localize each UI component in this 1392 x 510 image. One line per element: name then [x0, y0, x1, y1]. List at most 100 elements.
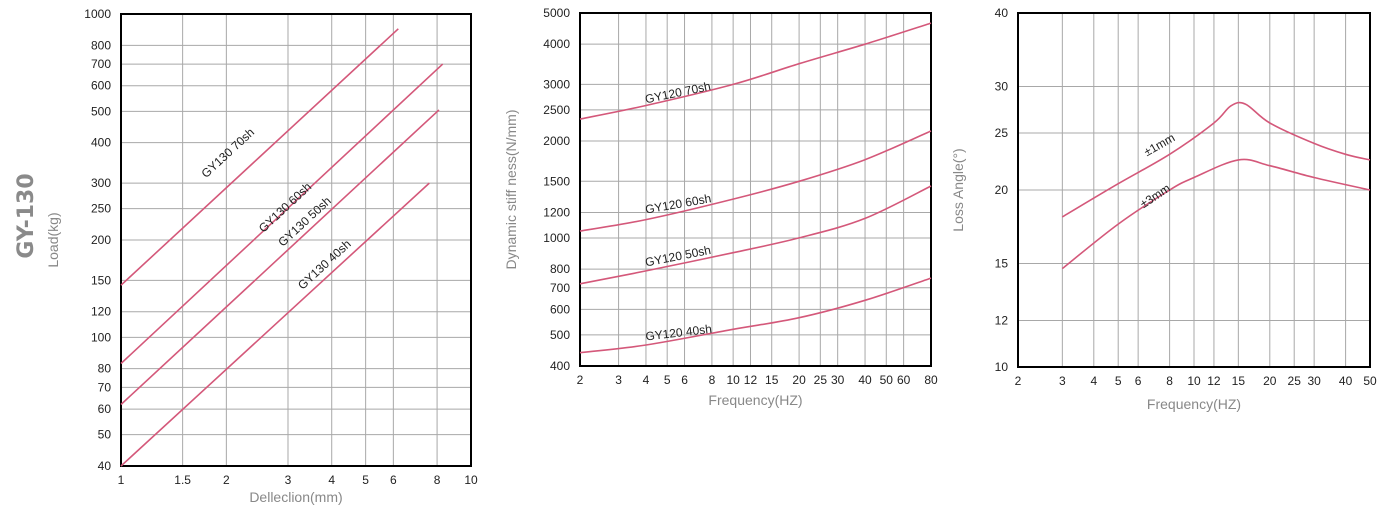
loss-angle-chart: 2 3 4 5 6 8 10 12 15 20 25 30 40 50 10 12 15 20 25 30 40 ±1mm…	[950, 6, 1377, 412]
plot-frame	[120, 13, 472, 467]
x-tick-label: 12	[744, 373, 758, 387]
x-tick-label: 2	[1015, 374, 1022, 388]
series-line-1	[579, 130, 932, 232]
x-tick-label: 4	[643, 373, 650, 387]
x-tick-label: 20	[792, 373, 806, 387]
y-tick-label: 800	[91, 38, 111, 52]
y-tick-label: 500	[550, 328, 570, 342]
x-tick-label: 20	[1263, 374, 1277, 388]
y-axis-label: Loss Angle(°)	[950, 148, 966, 231]
series-line-2	[120, 109, 440, 406]
y-tick-label: 500	[91, 104, 111, 118]
curve-label: GY130 40sh	[295, 237, 354, 292]
y-axis-label: Dynamic stiff ness(N/mm)	[503, 110, 519, 270]
x-tick-label: 2	[577, 373, 584, 387]
y-tick-label: 3000	[543, 77, 570, 91]
y-tick-label: 250	[91, 202, 111, 216]
series-line-2	[579, 185, 932, 285]
x-tick-label: 4	[328, 473, 335, 487]
load-deflection-chart: 1 1.5 2 3 4 5 6 8 10 40 50 60 70 80 100 120 150 200 250 300…	[45, 7, 478, 505]
curve-label: GY120 50sh	[644, 243, 712, 270]
x-tick-label: 1	[118, 473, 125, 487]
y-tick-label: 600	[550, 302, 570, 316]
y-tick-label: 80	[98, 362, 112, 376]
plot-frame	[579, 12, 932, 367]
x-tick-label: 50	[880, 373, 894, 387]
y-tick-label: 400	[91, 136, 111, 150]
x-tick-label: 3	[1059, 374, 1066, 388]
x-tick-label: 5	[1115, 374, 1122, 388]
x-axis-label: Delleclion(mm)	[249, 489, 342, 505]
y-tick-label: 1000	[543, 231, 570, 245]
y-tick-label: 10	[995, 360, 1009, 374]
x-tick-label: 12	[1207, 374, 1221, 388]
y-tick-label: 150	[91, 273, 111, 287]
x-tick-label: 10	[464, 473, 478, 487]
x-tick-label: 60	[897, 373, 911, 387]
x-tick-label: 80	[924, 373, 938, 387]
x-tick-label: 40	[1339, 374, 1353, 388]
x-tick-label: 5	[664, 373, 671, 387]
x-tick-label: 40	[858, 373, 872, 387]
y-tick-label: 2500	[543, 103, 570, 117]
curve-label: ±1mm	[1141, 130, 1177, 159]
y-tick-label: 5000	[543, 6, 570, 20]
x-tick-label: 3	[615, 373, 622, 387]
side-title: GY-130	[14, 173, 39, 258]
y-tick-label: 2000	[543, 134, 570, 148]
y-tick-label: 20	[995, 183, 1009, 197]
y-tick-label: 600	[91, 79, 111, 93]
dynamic-stiffness-chart: 2 3 4 5 6 8 10 12 15 20 25 30 40 50 60 80 400 500 600 700 80…	[503, 6, 938, 408]
curve-label: GY130 70sh	[199, 125, 258, 181]
series-line-0	[579, 22, 932, 120]
x-tick-label: 30	[1307, 374, 1321, 388]
x-tick-label: 1.5	[174, 473, 191, 487]
y-tick-label: 100	[91, 330, 111, 344]
series-line-0	[1061, 101, 1371, 218]
x-tick-label: 50	[1363, 374, 1377, 388]
x-tick-label: 25	[1288, 374, 1302, 388]
x-tick-label: 8	[709, 373, 716, 387]
series-line-0	[120, 28, 399, 286]
y-tick-label: 15	[995, 256, 1009, 270]
y-tick-label: 700	[91, 57, 111, 71]
y-tick-label: 800	[550, 262, 570, 276]
x-tick-label: 6	[1135, 374, 1142, 388]
y-tick-label: 60	[98, 402, 112, 416]
y-tick-label: 120	[91, 305, 111, 319]
y-tick-label: 30	[995, 79, 1009, 93]
series-line-1	[1061, 158, 1371, 270]
y-tick-label: 1000	[84, 7, 111, 21]
x-tick-label: 8	[1166, 374, 1173, 388]
y-tick-label: 1500	[543, 174, 570, 188]
series-line-3	[579, 277, 932, 354]
x-tick-label: 4	[1090, 374, 1097, 388]
y-tick-label: 4000	[543, 37, 570, 51]
y-tick-label: 70	[98, 380, 112, 394]
x-axis-label: Frequency(HZ)	[1147, 396, 1241, 412]
x-tick-label: 30	[831, 373, 845, 387]
y-tick-label: 40	[98, 459, 112, 473]
series-line-1	[120, 63, 444, 365]
x-tick-label: 8	[434, 473, 441, 487]
x-tick-label: 15	[765, 373, 779, 387]
y-tick-label: 12	[995, 313, 1009, 327]
y-tick-label: 400	[550, 359, 570, 373]
curve-label: GY120 70sh	[644, 79, 712, 106]
y-axis-label: Load(kg)	[45, 212, 61, 267]
curve-label: ±3mm	[1137, 181, 1172, 211]
y-tick-label: 1200	[543, 205, 570, 219]
x-tick-label: 10	[726, 373, 740, 387]
x-tick-label: 25	[814, 373, 828, 387]
y-tick-label: 25	[995, 126, 1009, 140]
curve-label: GY120 40sh	[645, 322, 713, 344]
x-axis-label: Frequency(HZ)	[708, 392, 802, 408]
series-line-3	[120, 182, 430, 467]
x-tick-label: 10	[1187, 374, 1201, 388]
x-tick-label: 2	[223, 473, 230, 487]
y-tick-label: 700	[550, 281, 570, 295]
y-tick-label: 200	[91, 233, 111, 247]
x-tick-label: 15	[1232, 374, 1246, 388]
y-tick-label: 40	[995, 6, 1009, 20]
